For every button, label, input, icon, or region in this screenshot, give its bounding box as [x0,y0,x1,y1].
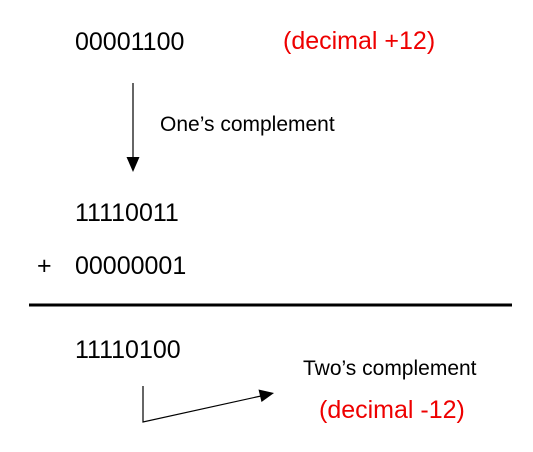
bent-arrow-head [258,389,274,402]
ones-complement-binary: 11110011 [75,199,179,227]
original-decimal-note: (decimal +12) [283,27,436,55]
addend-binary: 00000001 [75,252,187,280]
twos-complement-decimal-note: (decimal -12) [319,396,465,424]
original-binary: 00001100 [75,28,185,56]
ones-complement-label: One’s complement [160,113,335,136]
result-binary: 11110100 [75,336,181,364]
down-arrow-head [126,157,140,172]
twos-complement-label: Two’s complement [303,357,477,380]
bent-arrow-shaft [142,386,262,423]
plus-operator: + [37,252,52,280]
